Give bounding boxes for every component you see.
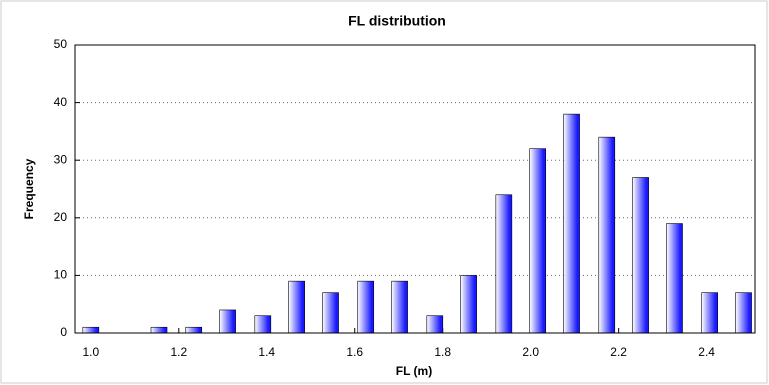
x-tick-label: 1.2 xyxy=(170,345,187,359)
chart-title: FL distribution xyxy=(348,13,446,29)
y-tick-label: 30 xyxy=(54,152,68,166)
bar xyxy=(563,113,580,334)
y-axis-label: Frequency xyxy=(22,158,36,219)
bar xyxy=(219,309,236,334)
x-tick-label: 1.4 xyxy=(258,345,275,359)
x-tick-label: 1.8 xyxy=(434,345,451,359)
bar xyxy=(82,326,100,334)
bar xyxy=(701,292,718,334)
x-tick-label: 2.2 xyxy=(610,345,627,359)
x-tick-label: 2.4 xyxy=(698,345,715,359)
bar xyxy=(185,326,203,334)
plot-border xyxy=(74,44,756,334)
bar xyxy=(598,136,616,334)
x-tick-label: 1.0 xyxy=(82,345,99,359)
bar xyxy=(391,280,408,334)
bar xyxy=(632,177,649,334)
bar xyxy=(357,280,375,334)
y-tick-label: 50 xyxy=(54,37,68,51)
y-tick-label: 20 xyxy=(54,210,68,224)
bar xyxy=(426,315,444,334)
bar xyxy=(529,148,547,334)
x-tick-label: 1.6 xyxy=(346,345,363,359)
y-tick-label: 0 xyxy=(60,325,67,339)
bar xyxy=(460,275,477,334)
bar xyxy=(322,292,339,334)
bar xyxy=(150,326,168,334)
bar xyxy=(735,292,752,334)
y-tick-label: 10 xyxy=(54,268,68,282)
x-axis-label: FL (m) xyxy=(396,364,432,378)
bar xyxy=(254,315,272,334)
y-tick-label: 40 xyxy=(54,95,68,109)
bar xyxy=(495,194,513,334)
x-tick-label: 2.0 xyxy=(522,345,539,359)
bar xyxy=(666,223,683,334)
bar xyxy=(288,280,305,334)
